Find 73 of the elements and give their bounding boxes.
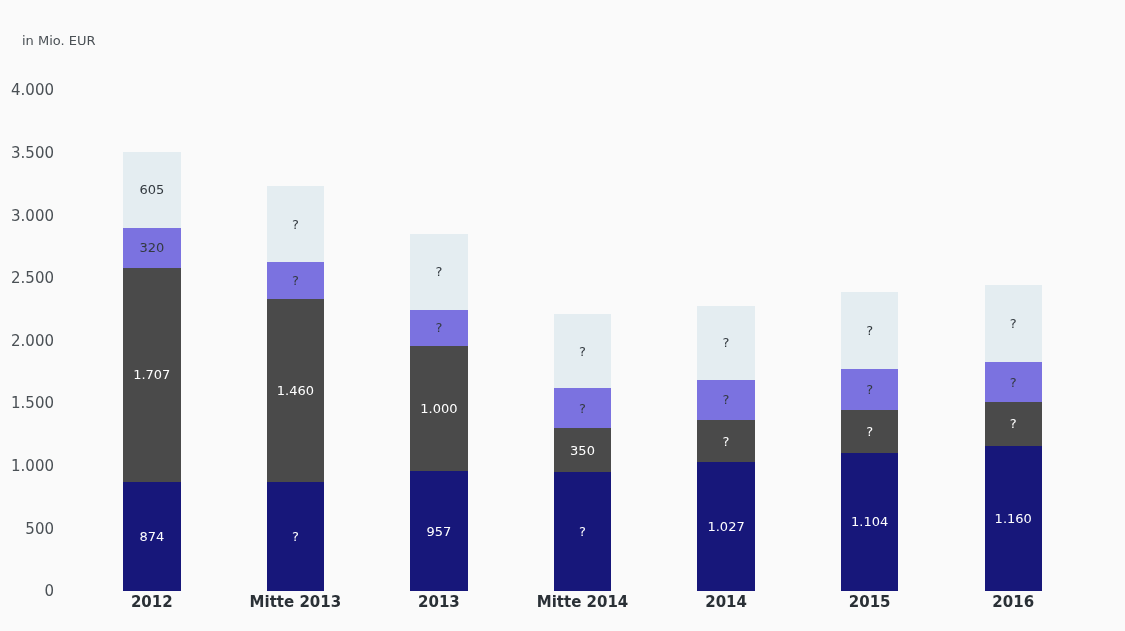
data-label: 1.160 [994, 510, 1032, 526]
data-label: ? [1009, 374, 1017, 390]
y-tick-label: 1.000 [11, 457, 54, 475]
bar [123, 481, 181, 591]
y-tick-label: 4.000 [11, 81, 54, 100]
data-label: 605 [139, 182, 165, 198]
bar [840, 292, 899, 369]
data-label: ? [291, 216, 299, 232]
data-label: ? [435, 320, 443, 336]
bar [553, 472, 612, 591]
bar [410, 345, 468, 472]
data-label: 1.027 [707, 519, 745, 535]
data-label: ? [1009, 316, 1017, 332]
bar [123, 267, 181, 482]
x-tick-label: 2016 [992, 593, 1035, 611]
bar [123, 151, 181, 228]
y-axis-title: in Mio. EUR [22, 33, 96, 48]
y-tick-label: 0 [44, 582, 54, 601]
x-tick-label: Mitte 2013 [249, 593, 342, 611]
data-label: ? [866, 381, 874, 397]
data-label: ? [866, 323, 874, 339]
bar [410, 471, 468, 591]
bar [410, 309, 468, 346]
y-tick-label: 1.500 [11, 394, 54, 413]
data-label: ? [579, 343, 586, 359]
y-tick-label: 2.500 [11, 269, 54, 288]
data-label: 874 [139, 528, 165, 544]
bar [410, 234, 468, 310]
bar [123, 227, 181, 268]
x-tick-label: 2014 [705, 593, 747, 611]
data-label: 1.707 [133, 367, 171, 383]
data-label: ? [435, 264, 443, 280]
data-label: ? [1009, 416, 1017, 432]
bar [697, 419, 755, 463]
bar [697, 379, 755, 420]
data-label: 1.104 [851, 514, 889, 530]
bar [266, 482, 325, 591]
data-label: ? [866, 423, 874, 439]
data-label: ? [291, 529, 299, 545]
x-tick-label: Mitte 2014 [536, 593, 629, 611]
y-tick-label: 2.000 [11, 331, 54, 350]
bar [984, 362, 1042, 402]
x-tick-label: 2015 [848, 593, 891, 611]
data-label: 957 [426, 523, 452, 539]
data-label: 1.000 [420, 401, 458, 417]
bar [553, 428, 612, 473]
data-label: 320 [139, 240, 165, 256]
bar [553, 388, 612, 429]
data-label: ? [579, 524, 586, 540]
bar [266, 261, 325, 300]
y-tick-label: 500 [25, 519, 54, 538]
data-label: ? [722, 335, 730, 351]
data-label: 1.460 [276, 383, 314, 399]
bar [266, 299, 325, 483]
bar [697, 462, 755, 591]
data-label: ? [291, 272, 299, 288]
bar [840, 368, 899, 411]
y-tick-label: 3.500 [11, 143, 54, 162]
bar [840, 452, 899, 591]
data-label: ? [722, 392, 730, 408]
x-tick-label: 2013 [418, 593, 460, 611]
bar [984, 445, 1042, 591]
bar [553, 314, 612, 389]
bar [697, 305, 755, 380]
data-label: ? [579, 400, 586, 416]
bar [984, 401, 1042, 446]
bar [840, 410, 899, 453]
x-tick-label: 2012 [130, 593, 173, 611]
bar [266, 186, 325, 262]
y-tick-label: 3.000 [11, 206, 54, 225]
data-label: ? [722, 433, 730, 449]
bar [984, 285, 1042, 363]
data-label: 350 [570, 442, 595, 458]
